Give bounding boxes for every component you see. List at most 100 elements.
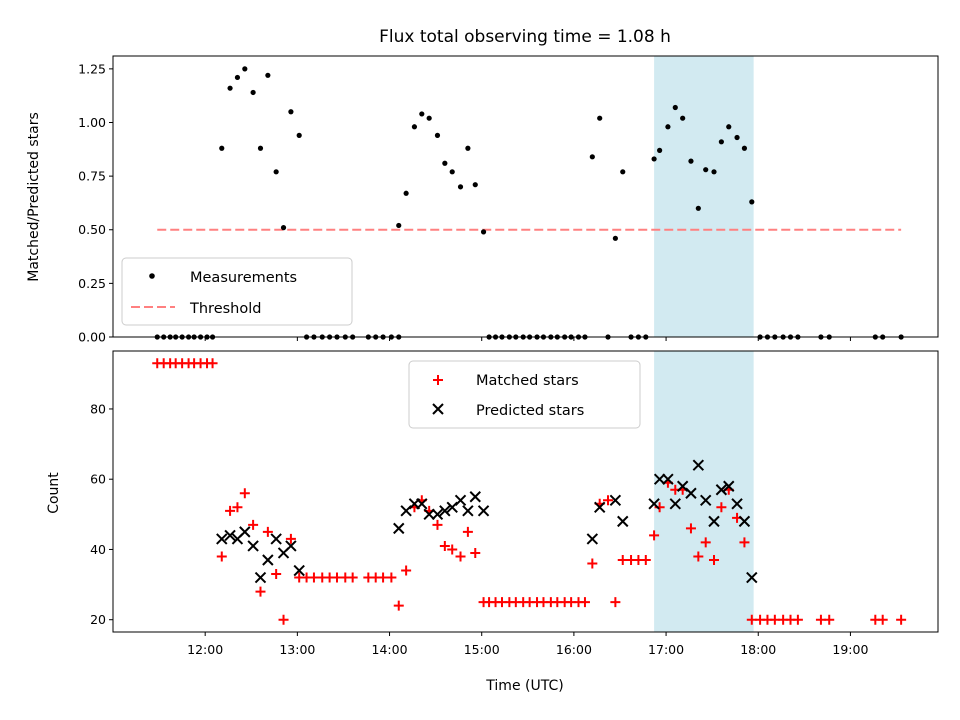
bottom-legend: Matched stars Predicted stars — [408, 360, 641, 429]
matched-star-point — [447, 544, 458, 555]
matched-star-point — [603, 495, 613, 506]
matched-star-point — [693, 551, 704, 562]
predicted-star-point — [431, 508, 444, 521]
measurement-point — [457, 184, 464, 190]
predicted-star-point — [715, 484, 728, 496]
matched-star-point — [716, 502, 727, 513]
predicted-star-point — [477, 505, 490, 517]
matched-star-point — [401, 565, 412, 576]
predicted-star-point — [469, 491, 481, 503]
measurement-point — [242, 66, 248, 72]
matched-star-point — [587, 558, 598, 569]
legend-label-predicted: Predicted stars — [476, 403, 584, 419]
predicted-star-point — [738, 515, 751, 528]
predicted-star-point — [723, 480, 735, 492]
predicted-star-point — [247, 540, 259, 552]
x-tick-label: 17:00 — [648, 642, 684, 657]
matched-star-point — [877, 614, 888, 625]
x-axis-label: Time (UTC) — [485, 678, 563, 694]
measurement-point — [680, 115, 686, 121]
matched-star-point — [792, 614, 803, 625]
x-tick-label: 18:00 — [740, 642, 776, 657]
matched-star-point — [255, 586, 266, 597]
top-y-tick-label: 0.25 — [78, 276, 106, 291]
matched-star-point — [285, 533, 296, 544]
predicted-star-point — [285, 540, 297, 552]
predicted-star-point — [423, 508, 435, 521]
bottom-y-tick-label: 40 — [90, 542, 106, 557]
top-panel: 0.00 0.25 0.50 0.75 1.00 1.25 Matched/Predict… — [26, 55, 939, 345]
top-y-tick-label: 1.25 — [78, 61, 106, 76]
predicted-star-point — [746, 571, 758, 584]
matched-star-point — [239, 488, 250, 499]
predicted-star-point — [239, 526, 251, 538]
matched-star-point — [271, 569, 282, 580]
measurement-point — [651, 156, 657, 162]
matched-star-point — [824, 614, 835, 625]
measurement-point — [419, 111, 425, 117]
matched-star-point — [386, 572, 397, 583]
measurement-point — [672, 104, 678, 111]
measurement-point — [749, 199, 755, 205]
predicted-star-point — [685, 487, 697, 499]
bottom-y-axis: 20 40 60 80 — [90, 401, 113, 627]
measurement-point — [234, 74, 241, 81]
legend-label-matched: Matched stars — [476, 373, 579, 389]
top-observing-window-span — [654, 56, 754, 337]
predicted-star-point — [669, 498, 681, 510]
predicted-star-point — [216, 533, 228, 545]
matched-star-point — [649, 530, 660, 541]
predicted-star-point — [224, 529, 236, 542]
predicted-star-point — [692, 459, 705, 471]
measurement-point — [426, 115, 432, 121]
predicted-star-point — [454, 494, 467, 506]
predicted-star-point — [700, 494, 712, 506]
measurement-point — [665, 124, 671, 130]
top-axes-frame — [112, 55, 939, 338]
measurement-point — [449, 169, 455, 175]
bottom-y-axis-label: Count — [46, 472, 62, 514]
top-legend: Measurements Threshold — [121, 257, 353, 326]
measurement-point — [227, 85, 233, 91]
matched-star-point — [432, 519, 443, 530]
measurement-point — [288, 109, 294, 115]
measurement-point — [257, 145, 264, 151]
top-legend-box — [121, 257, 353, 326]
matched-star-point — [700, 537, 711, 548]
predicted-star-point — [262, 554, 274, 566]
legend-marker-matched — [433, 375, 443, 385]
x-tick-label: 15:00 — [464, 642, 500, 657]
predicted-star-point — [731, 498, 743, 510]
measurement-point — [480, 229, 487, 235]
top-y-axis: 0.00 0.25 0.50 0.75 1.00 1.25 — [78, 61, 113, 345]
top-y-tick-label: 0.75 — [78, 169, 106, 184]
measurement-point — [472, 182, 478, 188]
matched-star-point — [896, 614, 907, 625]
predicted-stars-points — [216, 459, 758, 584]
matched-star-point — [685, 523, 696, 534]
predicted-star-point — [416, 498, 428, 510]
predicted-star-point — [648, 498, 660, 510]
matched-star-point — [262, 526, 273, 537]
measurement-point — [403, 190, 409, 196]
matched-star-point — [709, 554, 720, 565]
measurement-point — [589, 154, 595, 160]
measurement-point — [434, 132, 441, 138]
top-y-tick-label: 0.50 — [78, 222, 106, 237]
matched-star-point — [278, 614, 289, 625]
measurement-point — [688, 158, 694, 164]
predicted-star-point — [462, 505, 474, 517]
x-tick-label: 16:00 — [556, 642, 592, 657]
measurement-point — [442, 160, 448, 166]
measurement-point — [273, 169, 279, 175]
measurement-point — [741, 145, 748, 151]
bottom-y-tick-label: 20 — [90, 612, 106, 627]
measurement-point — [465, 145, 471, 151]
x-tick-label: 14:00 — [372, 642, 408, 657]
measurement-point — [657, 147, 663, 153]
measurement-point — [612, 235, 618, 241]
matched-star-point — [462, 526, 473, 537]
legend-marker-measurements — [149, 273, 155, 279]
legend-label-measurements: Measurements — [190, 270, 297, 286]
